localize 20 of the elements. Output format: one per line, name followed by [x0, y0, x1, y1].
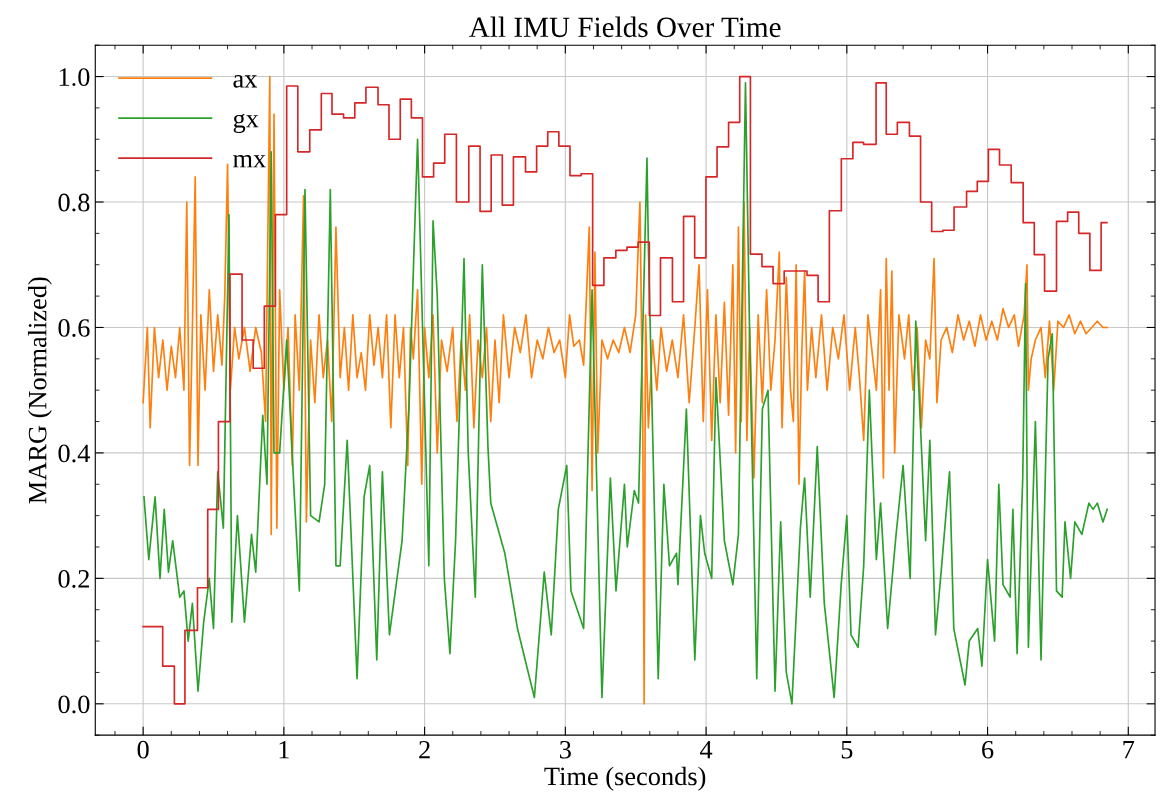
x-tick-label: 6 [982, 740, 994, 759]
x-tick-label: 7 [1123, 741, 1135, 759]
legend-label: mx [233, 154, 266, 168]
x-tick-label: 2 [419, 740, 430, 759]
legend-label: gx [233, 113, 259, 134]
y-tick-label: 0.4 [58, 444, 91, 463]
y-tick-label: 0.6 [58, 319, 90, 337]
y-axis-title: MARG (Normalized) [27, 277, 52, 504]
x-axis-title: Time (seconds) [544, 766, 706, 791]
y-tick-label: 0.0 [58, 695, 90, 714]
y-tick-label: 1.0 [59, 68, 90, 87]
x-tick-label: 5 [841, 741, 853, 759]
x-tick-label: 4 [700, 740, 713, 759]
x-tick-label: 3 [560, 740, 571, 759]
y-tick-label: 0.8 [58, 193, 90, 212]
y-tick-label: 0.2 [58, 569, 89, 588]
x-tick-label: 1 [279, 740, 289, 759]
legend-label: ax [233, 75, 258, 88]
chart-title: All IMU Fields Over Time [469, 16, 781, 38]
x-tick-label: 0 [137, 740, 149, 759]
